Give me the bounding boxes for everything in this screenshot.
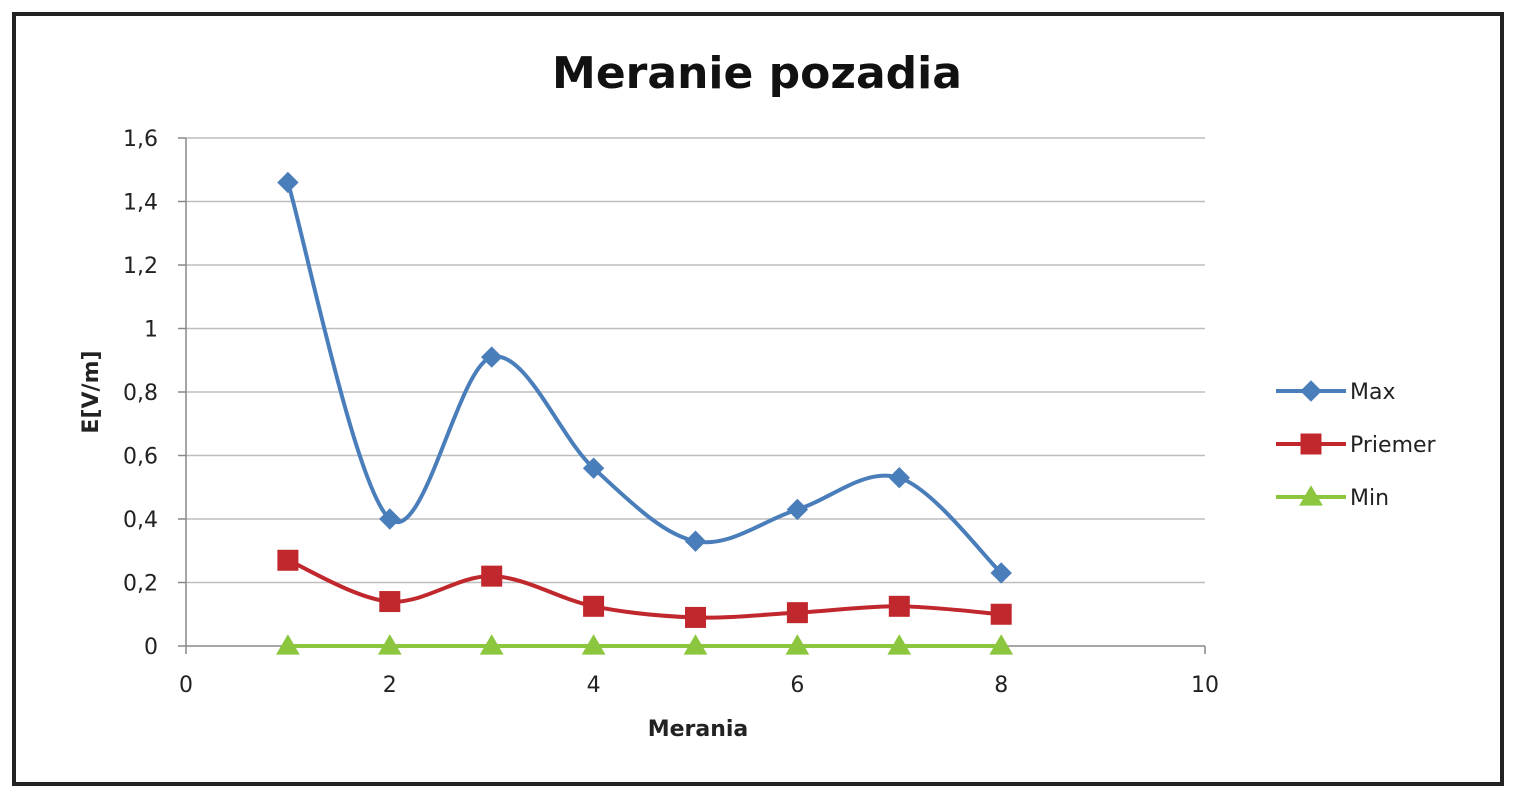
y-tick-label: 0,8: [123, 381, 158, 406]
data-point-priemer: [277, 549, 299, 571]
x-tick-label: 2: [383, 673, 397, 698]
data-point-max: [786, 498, 809, 521]
x-axis-title: Merania: [648, 717, 749, 742]
data-point-max: [379, 508, 401, 530]
y-tick-label: 0,6: [123, 445, 158, 470]
series-priemer: [277, 549, 1012, 628]
data-point-min: [276, 634, 300, 655]
x-tick-label: 10: [1191, 673, 1219, 698]
data-point-min: [377, 634, 402, 655]
data-point-max: [480, 346, 503, 368]
legend-marker-priemer: [1300, 433, 1322, 455]
legend-label: Max: [1350, 380, 1395, 405]
legend-item-priemer: Priemer: [1276, 433, 1437, 458]
legend-label: Priemer: [1350, 433, 1437, 458]
chart-title: Meranie pozadia: [552, 48, 962, 99]
y-tick-label: 0,4: [123, 508, 158, 533]
x-tick-label: 4: [587, 673, 601, 698]
data-point-priemer: [583, 595, 605, 617]
legend-marker-min: [1299, 485, 1323, 506]
gridlines: [186, 137, 1205, 584]
data-point-max: [582, 457, 605, 479]
legend-marker-max: [1300, 380, 1322, 402]
legend-label: Min: [1350, 486, 1389, 511]
data-point-min: [887, 634, 912, 655]
series-max: [277, 171, 1012, 584]
x-axis-ticks: 0 2 4 6 8 10: [179, 646, 1219, 698]
legend-item-min: Min: [1276, 485, 1389, 511]
chart-frame: [12, 12, 1504, 786]
series-layer: [276, 171, 1014, 655]
legend-item-max: Max: [1276, 380, 1395, 405]
data-point-max: [277, 171, 299, 194]
x-tick-label: 6: [790, 673, 804, 698]
data-point-priemer: [990, 603, 1012, 625]
x-tick-label: 8: [994, 673, 1008, 698]
data-point-min: [479, 634, 504, 655]
x-tick-label: 0: [179, 673, 193, 698]
data-point-priemer: [685, 606, 706, 628]
y-axis-title: E[V/m]: [79, 350, 104, 433]
data-point-max: [888, 467, 911, 489]
data-point-max: [684, 530, 707, 552]
data-point-min: [683, 634, 708, 655]
data-point-min: [989, 634, 1014, 655]
data-point-min: [581, 634, 606, 655]
y-tick-label: 1,2: [123, 254, 158, 279]
y-tick-label: 1: [144, 318, 158, 343]
y-tick-label: 0,2: [123, 572, 158, 597]
data-point-priemer: [786, 602, 808, 624]
data-point-priemer: [379, 591, 401, 613]
series-min: [276, 634, 1014, 655]
y-tick-label: 0: [144, 635, 158, 660]
legend: Max Priemer Min: [1276, 380, 1437, 511]
data-point-priemer: [481, 565, 503, 587]
data-point-max: [990, 562, 1012, 584]
data-point-priemer: [888, 595, 910, 617]
y-tick-label: 1,4: [123, 191, 158, 216]
y-axis-ticks: 0 0,2 0,4 0,6 0,8 1 1,2 1,4 1,6: [123, 127, 186, 660]
data-point-min: [785, 634, 810, 655]
y-tick-label: 1,6: [123, 127, 158, 152]
series-line-priemer: [287, 558, 1002, 620]
